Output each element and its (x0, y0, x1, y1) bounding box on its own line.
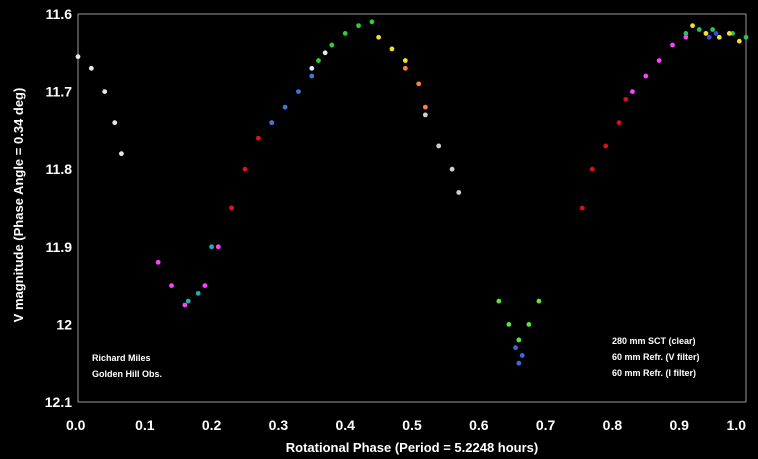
data-point (456, 190, 462, 195)
x-tick-label: 0.3 (269, 417, 289, 433)
data-point (643, 73, 649, 79)
data-points (75, 19, 749, 366)
x-axis-title: Rotational Phase (Period = 5.2248 hours) (286, 440, 539, 455)
data-point (736, 38, 742, 44)
data-point (706, 34, 712, 40)
data-point (88, 65, 94, 71)
data-point (579, 205, 585, 211)
data-point (696, 27, 702, 32)
data-point (683, 34, 689, 40)
data-point (726, 31, 732, 36)
x-tick-label: 0.1 (135, 417, 155, 433)
x-tick-label: 0.8 (603, 417, 623, 433)
data-point (623, 96, 629, 102)
data-point (422, 104, 428, 110)
data-point (195, 290, 201, 296)
data-point (589, 166, 595, 172)
data-point (436, 143, 442, 149)
y-tick-label: 12 (56, 316, 72, 332)
data-point (369, 19, 375, 25)
data-point (215, 244, 221, 250)
data-point (416, 81, 422, 87)
x-tick-label: 1.0 (727, 417, 747, 433)
x-tick-label: 0.2 (202, 417, 222, 433)
data-point (716, 34, 722, 40)
data-point (119, 151, 124, 157)
data-point (703, 31, 709, 36)
x-tick-label: 0.5 (402, 417, 422, 433)
data-point (155, 259, 161, 265)
data-point (630, 89, 635, 94)
data-point (169, 283, 174, 288)
data-point (376, 34, 381, 40)
x-tick-label: 0.9 (669, 417, 689, 433)
data-point (342, 31, 348, 36)
data-point (322, 50, 328, 56)
data-point (516, 337, 522, 343)
data-point (519, 353, 525, 358)
data-point (229, 205, 235, 211)
y-tick-label: 11.8 (46, 161, 73, 177)
data-point (713, 31, 719, 36)
data-point (185, 298, 191, 304)
plot-area (77, 13, 747, 403)
x-tick-label: 0.4 (335, 417, 355, 433)
data-point (743, 34, 749, 40)
data-point (75, 54, 81, 60)
data-point (670, 42, 675, 48)
data-point (690, 23, 695, 29)
x-tick-label: 0.7 (536, 417, 556, 433)
x-tick-label: 0.0 (66, 417, 86, 433)
data-point (182, 302, 188, 308)
y-tick-labels: 11.6 11.7 11.8 11.9 12 12.1 (45, 6, 72, 410)
data-point (526, 322, 532, 327)
y-tick-label: 11.7 (46, 84, 73, 100)
data-point (506, 322, 512, 327)
data-point (603, 143, 609, 149)
data-point (496, 298, 502, 304)
data-point (112, 120, 118, 126)
annotation-instrument-v: 60 mm Refr. (V filter) (612, 352, 700, 362)
annotation-observer-site: Golden Hill Obs. (92, 369, 162, 379)
annotation-instrument-i: 60 mm Refr. (I filter) (612, 368, 696, 378)
data-point (710, 27, 715, 32)
data-point (536, 298, 542, 304)
data-point (683, 31, 689, 36)
data-point (296, 89, 301, 94)
data-point (209, 244, 215, 250)
data-point (422, 112, 428, 118)
data-point (202, 283, 208, 288)
annotation-observer-name: Richard Miles (92, 353, 151, 363)
x-tick-labels: 0.0 0.1 0.2 0.3 0.4 0.5 0.6 0.7 0.8 0.9 1.0 (66, 417, 746, 433)
data-point (282, 104, 288, 110)
data-point (356, 23, 361, 29)
annotation-instrument-sct: 280 mm SCT (clear) (612, 336, 696, 346)
data-point (402, 65, 408, 71)
y-axis-title: V magnitude (Phase Angle = 0.34 deg) (11, 88, 26, 323)
data-point (269, 120, 275, 126)
data-point (102, 89, 108, 94)
data-point (309, 73, 315, 79)
data-point (730, 31, 736, 36)
x-tick-label: 0.6 (469, 417, 489, 433)
data-point (309, 65, 315, 71)
data-point (516, 360, 522, 366)
data-point (402, 58, 408, 63)
data-point (242, 166, 248, 172)
data-point (316, 58, 321, 63)
y-tick-label: 11.6 (46, 6, 73, 22)
data-point (513, 345, 518, 351)
data-point (449, 166, 455, 172)
data-point (656, 58, 662, 63)
data-point (255, 135, 261, 141)
data-point (389, 46, 395, 52)
data-point (616, 120, 622, 126)
y-tick-label: 11.9 (46, 239, 73, 255)
data-point (329, 42, 335, 48)
y-tick-label: 12.1 (45, 394, 72, 410)
